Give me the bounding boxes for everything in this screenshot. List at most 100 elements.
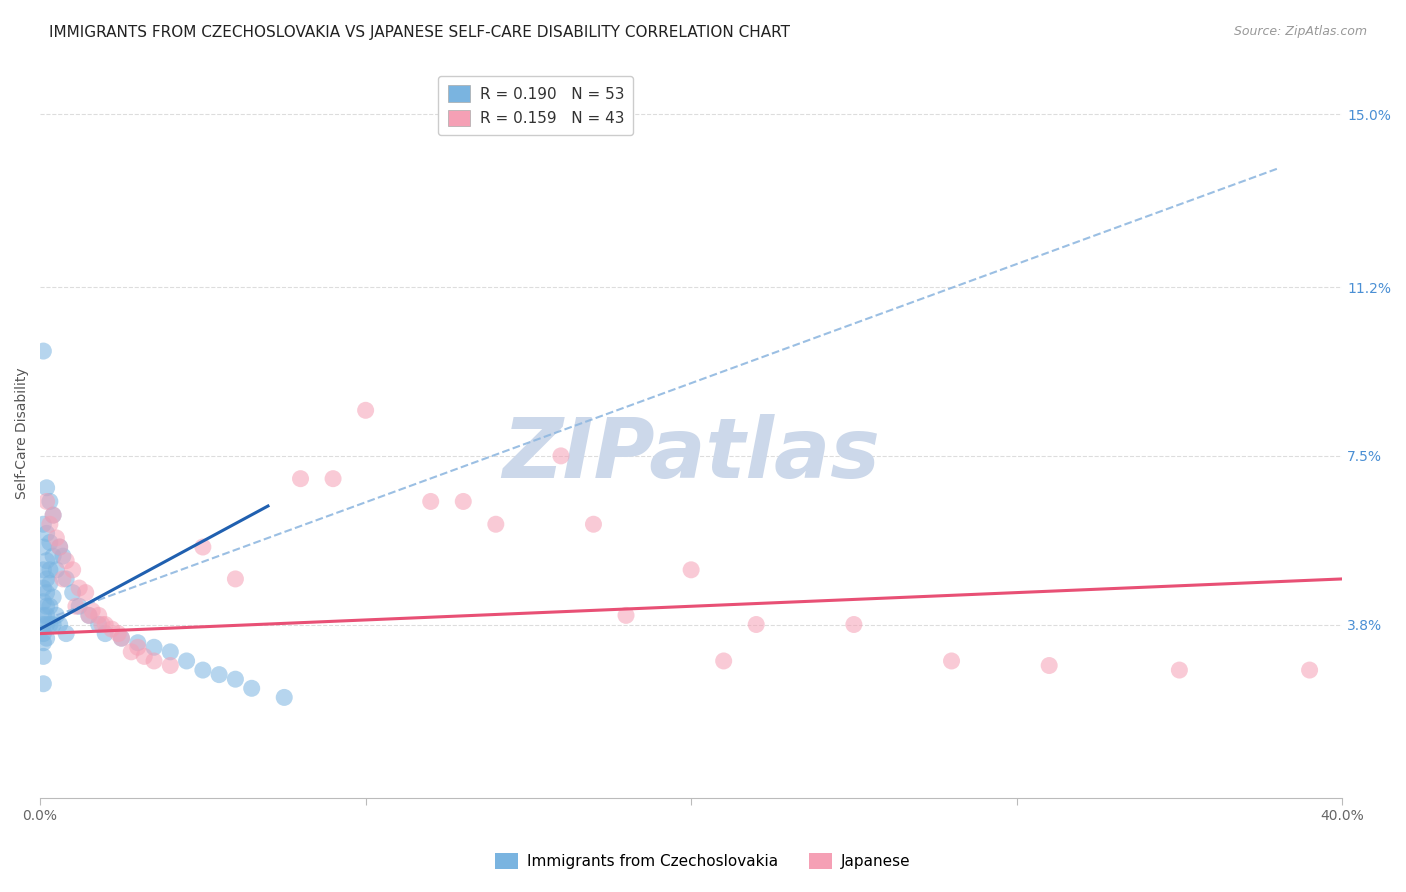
Point — [75, 585, 97, 599]
Point — [62, 585, 84, 599]
Point — [42, 617, 65, 632]
Point — [1038, 658, 1060, 673]
Point — [32, 608, 55, 623]
Point — [38, 494, 60, 508]
Text: IMMIGRANTS FROM CZECHOSLOVAKIA VS JAPANESE SELF-CARE DISABILITY CORRELATION CHAR: IMMIGRANTS FROM CZECHOSLOVAKIA VS JAPANE… — [49, 25, 790, 40]
Point — [32, 649, 55, 664]
Point — [42, 508, 65, 522]
Point — [35, 481, 58, 495]
Point — [191, 663, 214, 677]
Point — [143, 640, 166, 655]
Point — [127, 636, 149, 650]
Point — [208, 667, 231, 681]
Point — [87, 617, 110, 632]
Point — [120, 645, 142, 659]
Point — [322, 472, 344, 486]
Point — [100, 622, 122, 636]
Point — [110, 631, 132, 645]
Point — [32, 636, 55, 650]
Point — [52, 572, 75, 586]
Point — [191, 540, 214, 554]
Point — [38, 563, 60, 577]
Point — [48, 617, 70, 632]
Point — [62, 563, 84, 577]
Point — [713, 654, 735, 668]
Point — [32, 563, 55, 577]
Point — [45, 608, 67, 623]
Point — [38, 517, 60, 532]
Point — [582, 517, 605, 532]
Point — [941, 654, 963, 668]
Point — [38, 535, 60, 549]
Point — [143, 654, 166, 668]
Point — [45, 563, 67, 577]
Point — [354, 403, 377, 417]
Point — [35, 526, 58, 541]
Y-axis label: Self-Care Disability: Self-Care Disability — [15, 368, 30, 499]
Point — [224, 672, 246, 686]
Point — [35, 617, 58, 632]
Point — [35, 572, 58, 586]
Point — [87, 608, 110, 623]
Legend: R = 0.190   N = 53, R = 0.159   N = 43: R = 0.190 N = 53, R = 0.159 N = 43 — [439, 76, 633, 136]
Point — [32, 517, 55, 532]
Point — [134, 649, 156, 664]
Point — [35, 494, 58, 508]
Point — [48, 540, 70, 554]
Text: ZIPatlas: ZIPatlas — [502, 415, 880, 495]
Point — [159, 645, 181, 659]
Point — [35, 585, 58, 599]
Point — [35, 608, 58, 623]
Point — [176, 654, 198, 668]
Point — [55, 554, 77, 568]
Point — [419, 494, 441, 508]
Point — [32, 595, 55, 609]
Point — [38, 576, 60, 591]
Legend: Immigrants from Czechoslovakia, Japanese: Immigrants from Czechoslovakia, Japanese — [489, 847, 917, 875]
Point — [107, 626, 129, 640]
Point — [614, 608, 637, 623]
Point — [32, 581, 55, 595]
Point — [77, 608, 100, 623]
Point — [67, 581, 90, 595]
Point — [290, 472, 312, 486]
Point — [1168, 663, 1191, 677]
Point — [550, 449, 572, 463]
Point — [77, 608, 100, 623]
Point — [32, 344, 55, 359]
Point — [451, 494, 474, 508]
Point — [35, 599, 58, 614]
Point — [42, 549, 65, 563]
Point — [35, 631, 58, 645]
Point — [1298, 663, 1320, 677]
Point — [127, 640, 149, 655]
Point — [32, 677, 55, 691]
Point — [32, 626, 55, 640]
Point — [91, 617, 114, 632]
Point — [681, 563, 703, 577]
Point — [38, 599, 60, 614]
Point — [42, 590, 65, 604]
Text: Source: ZipAtlas.com: Source: ZipAtlas.com — [1233, 25, 1367, 38]
Point — [67, 599, 90, 614]
Point — [82, 604, 104, 618]
Point — [842, 617, 865, 632]
Point — [32, 617, 55, 632]
Point — [224, 572, 246, 586]
Point — [110, 631, 132, 645]
Point — [240, 681, 263, 696]
Point — [745, 617, 768, 632]
Point — [94, 626, 117, 640]
Point — [42, 508, 65, 522]
Point — [485, 517, 508, 532]
Point — [94, 617, 117, 632]
Point — [52, 549, 75, 563]
Point — [55, 626, 77, 640]
Point — [273, 690, 295, 705]
Point — [159, 658, 181, 673]
Point — [45, 531, 67, 545]
Point — [35, 554, 58, 568]
Point — [65, 599, 87, 614]
Point — [38, 617, 60, 632]
Point — [32, 540, 55, 554]
